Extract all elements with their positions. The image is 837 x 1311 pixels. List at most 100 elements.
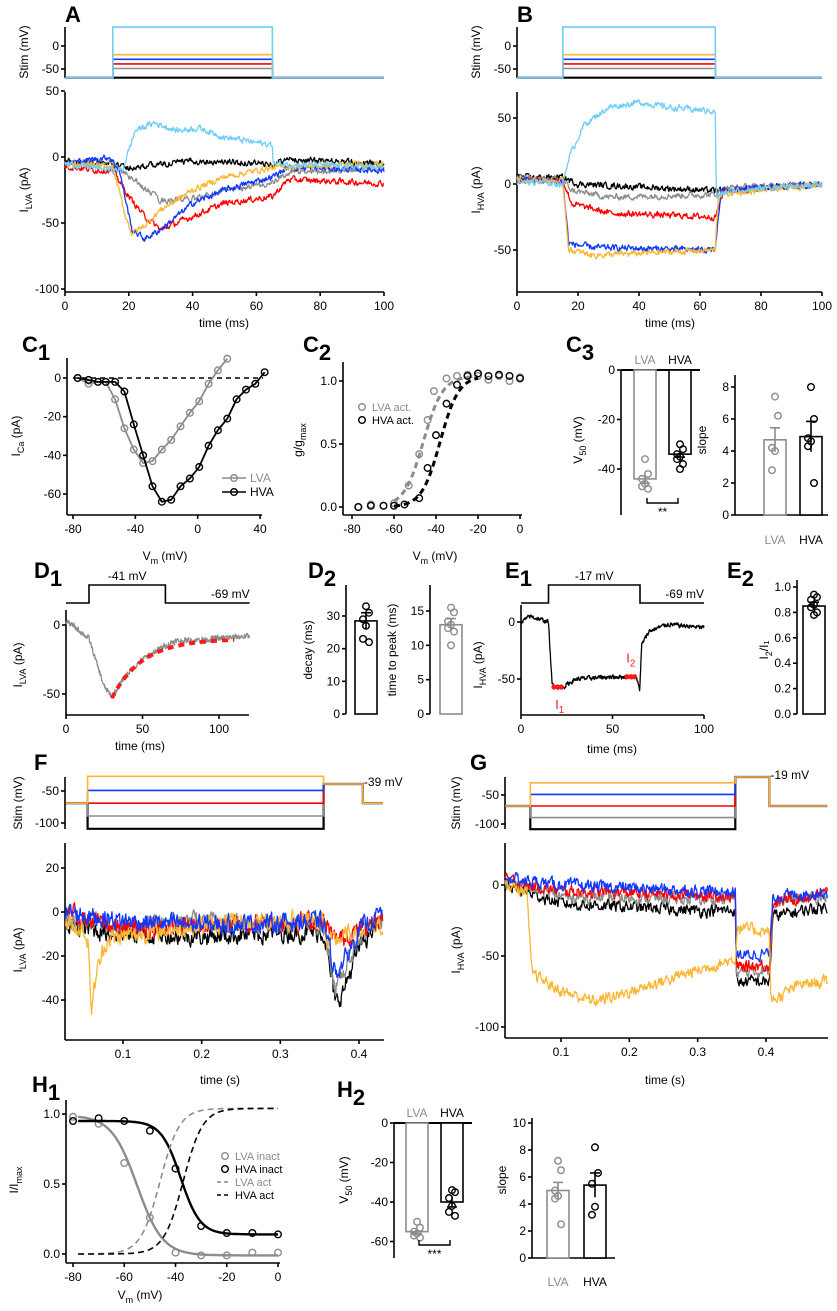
- activation-fit-LVA act.: [393, 374, 479, 503]
- data-point: [129, 420, 138, 429]
- y-tick-label: -50: [42, 62, 60, 76]
- label-rest: (mV): [158, 549, 187, 563]
- y-tick-label: 15: [411, 604, 425, 618]
- y-tick-label: 0.0: [320, 500, 337, 514]
- data-point: [365, 638, 374, 647]
- y-tick-label: -20: [42, 949, 60, 963]
- data-point: [362, 621, 371, 630]
- label-main: slope: [695, 425, 709, 454]
- label-rest: (pA): [449, 926, 463, 952]
- data-point: [139, 459, 148, 468]
- x-axis-label: time (ms): [587, 742, 637, 756]
- data-point: [591, 1143, 600, 1152]
- data-point: [204, 379, 213, 388]
- y-tick-label: -60: [44, 487, 62, 501]
- y-tick-label: 0: [504, 39, 511, 53]
- data-point: [354, 503, 363, 512]
- data-point: [768, 466, 777, 475]
- y-axis-label: V50 (mV): [571, 416, 588, 463]
- y-tick-label: 10: [411, 638, 425, 652]
- data-point: [248, 1248, 257, 1257]
- trace-red: [64, 164, 385, 231]
- bar-E2: [802, 605, 826, 715]
- panel-label: A: [65, 2, 81, 27]
- data-point: [195, 397, 204, 406]
- x-tick-label: 0: [514, 299, 521, 313]
- data-point: [213, 366, 222, 375]
- y-tick-label: -100: [35, 282, 59, 296]
- data-point: [432, 431, 441, 440]
- y-tick-label: 8: [722, 380, 729, 394]
- significance-stars: ***: [427, 1247, 441, 1261]
- data-point: [120, 424, 129, 433]
- data-point: [223, 414, 232, 423]
- data-point: [222, 1251, 231, 1260]
- label-main: B: [517, 2, 533, 27]
- data-point: [359, 615, 368, 624]
- data-point: [447, 641, 456, 650]
- y-axis-label: Stim (mV): [17, 25, 31, 78]
- legend-marker: [358, 403, 367, 412]
- measurement-marker: [558, 684, 564, 690]
- data-point: [400, 500, 409, 509]
- y-tick-label: 0: [508, 615, 515, 629]
- data-point: [554, 1156, 563, 1165]
- label-main: Stim (mV): [469, 25, 483, 78]
- data-point: [423, 416, 432, 425]
- y-tick-label: -20: [44, 410, 62, 424]
- legend-label: LVA inact: [235, 1151, 280, 1163]
- label-subscript: 1: [38, 340, 50, 365]
- label-subscript: LVA: [24, 193, 34, 209]
- data-point: [679, 445, 688, 454]
- data-point: [148, 482, 157, 491]
- y-tick-label: 0: [504, 177, 511, 191]
- measurement-marker: [628, 674, 634, 680]
- x-tick-label: 0: [517, 522, 524, 536]
- label-main: C: [566, 332, 582, 357]
- data-point: [444, 624, 453, 633]
- stim-level-label: -17 mV: [575, 569, 614, 583]
- measurement-marker: [555, 684, 561, 690]
- trace-black: [504, 880, 828, 987]
- data-point: [810, 479, 819, 488]
- data-point: [366, 501, 375, 510]
- data-point: [807, 383, 816, 392]
- label-subscript: m: [151, 556, 159, 566]
- stim-step-yellow: [65, 775, 383, 804]
- panel-label: C1: [22, 332, 50, 365]
- x-tick-label: 100: [209, 722, 229, 736]
- activation-fit-HVA act.: [394, 376, 479, 508]
- label-rest: (pA): [9, 416, 23, 442]
- measurement-marker: [631, 674, 638, 680]
- x-tick-label: 0.1: [553, 1045, 570, 1059]
- stim-step-cyan: [517, 26, 822, 79]
- y-tick-label: -40: [42, 993, 60, 1007]
- x-tick-label: -60: [385, 522, 403, 536]
- stim-step-yellow: [505, 776, 828, 807]
- bar-LVA: [405, 1122, 429, 1233]
- label-main: time (s): [200, 1073, 240, 1087]
- data-point: [591, 1202, 600, 1211]
- y-tick-label: 0: [54, 371, 61, 385]
- trace-gray: [516, 173, 823, 201]
- label-subscript: 2: [630, 659, 635, 670]
- label-main: time (ms): [587, 742, 637, 756]
- label-main: time (s): [645, 1073, 685, 1087]
- stim-level-label: -69 mV: [211, 587, 250, 601]
- x-tick-label: -40: [427, 522, 445, 536]
- data-point: [171, 1164, 180, 1173]
- y-tick-label: 1.0: [774, 580, 791, 594]
- label-main: I: [11, 684, 25, 687]
- x-tick-label: 50: [136, 722, 150, 736]
- y-tick-label: 1.0: [43, 1107, 60, 1121]
- label-main: V: [118, 1288, 126, 1302]
- label-main: A: [65, 2, 81, 27]
- trace-cyan: [516, 99, 823, 199]
- y-tick-label: 0: [53, 618, 60, 632]
- data-point: [445, 1207, 454, 1216]
- data-point: [176, 482, 185, 491]
- y-tick-label: -40: [598, 462, 616, 476]
- y-tick-label: 0: [52, 905, 59, 919]
- x-axis-label: time (s): [645, 1073, 685, 1087]
- x-tick-label: 40: [632, 299, 646, 313]
